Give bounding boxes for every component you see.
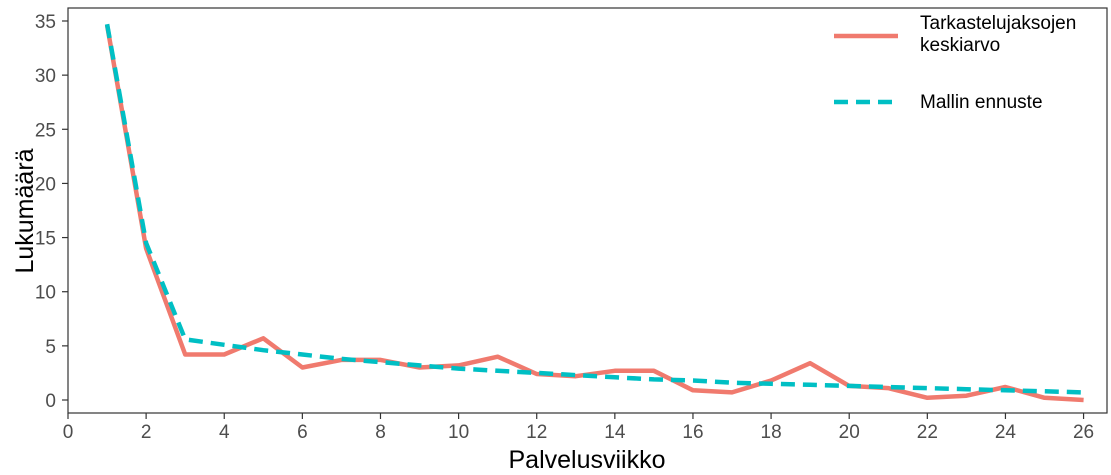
y-tick-label: 30 bbox=[35, 66, 56, 87]
x-tick-label: 10 bbox=[448, 422, 469, 443]
y-tick-label: 15 bbox=[35, 229, 56, 250]
x-tick-label: 8 bbox=[375, 422, 386, 443]
x-tick-label: 12 bbox=[526, 422, 547, 443]
y-tick-label: 35 bbox=[35, 12, 56, 33]
legend-label: Tarkastelujaksojen bbox=[920, 13, 1076, 34]
x-tick-label: 26 bbox=[1073, 422, 1094, 443]
y-axis: 0 5 10 15 20 25 30 35 bbox=[35, 12, 68, 412]
series-line-observed-mean bbox=[104, 24, 1084, 403]
x-tick-label: 16 bbox=[682, 422, 703, 443]
y-tick-label: 25 bbox=[35, 120, 56, 141]
x-tick-label: 20 bbox=[839, 422, 860, 443]
y-axis-title: Lukumäärä bbox=[11, 148, 39, 273]
x-axis-title: Palvelusviikko bbox=[508, 446, 665, 474]
x-tick-label: 2 bbox=[141, 422, 152, 443]
x-tick-label: 14 bbox=[604, 422, 626, 443]
series-layer bbox=[104, 23, 1084, 403]
x-tick-label: 4 bbox=[219, 422, 230, 443]
x-tick-label: 24 bbox=[995, 422, 1017, 443]
x-tick-label: 22 bbox=[917, 422, 938, 443]
y-tick-label: 10 bbox=[35, 283, 56, 304]
series-line-model-forecast bbox=[104, 23, 1084, 395]
x-tick-label: 18 bbox=[761, 422, 782, 443]
legend-label: keskiarvo bbox=[920, 35, 1000, 56]
x-tick-label: 0 bbox=[63, 422, 74, 443]
legend-label: Mallin ennuste bbox=[920, 92, 1043, 113]
y-tick-label: 20 bbox=[35, 174, 56, 195]
x-tick-label: 6 bbox=[297, 422, 308, 443]
y-tick-label: 5 bbox=[45, 337, 56, 358]
y-tick-label: 0 bbox=[45, 391, 56, 412]
x-axis: 0 2 4 6 8 10 12 14 16 18 20 22 24 26 bbox=[63, 413, 1094, 443]
